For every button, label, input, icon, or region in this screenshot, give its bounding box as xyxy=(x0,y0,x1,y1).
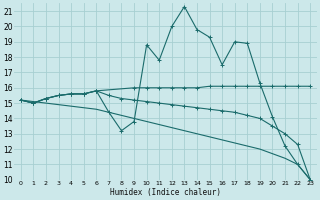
X-axis label: Humidex (Indice chaleur): Humidex (Indice chaleur) xyxy=(110,188,221,197)
